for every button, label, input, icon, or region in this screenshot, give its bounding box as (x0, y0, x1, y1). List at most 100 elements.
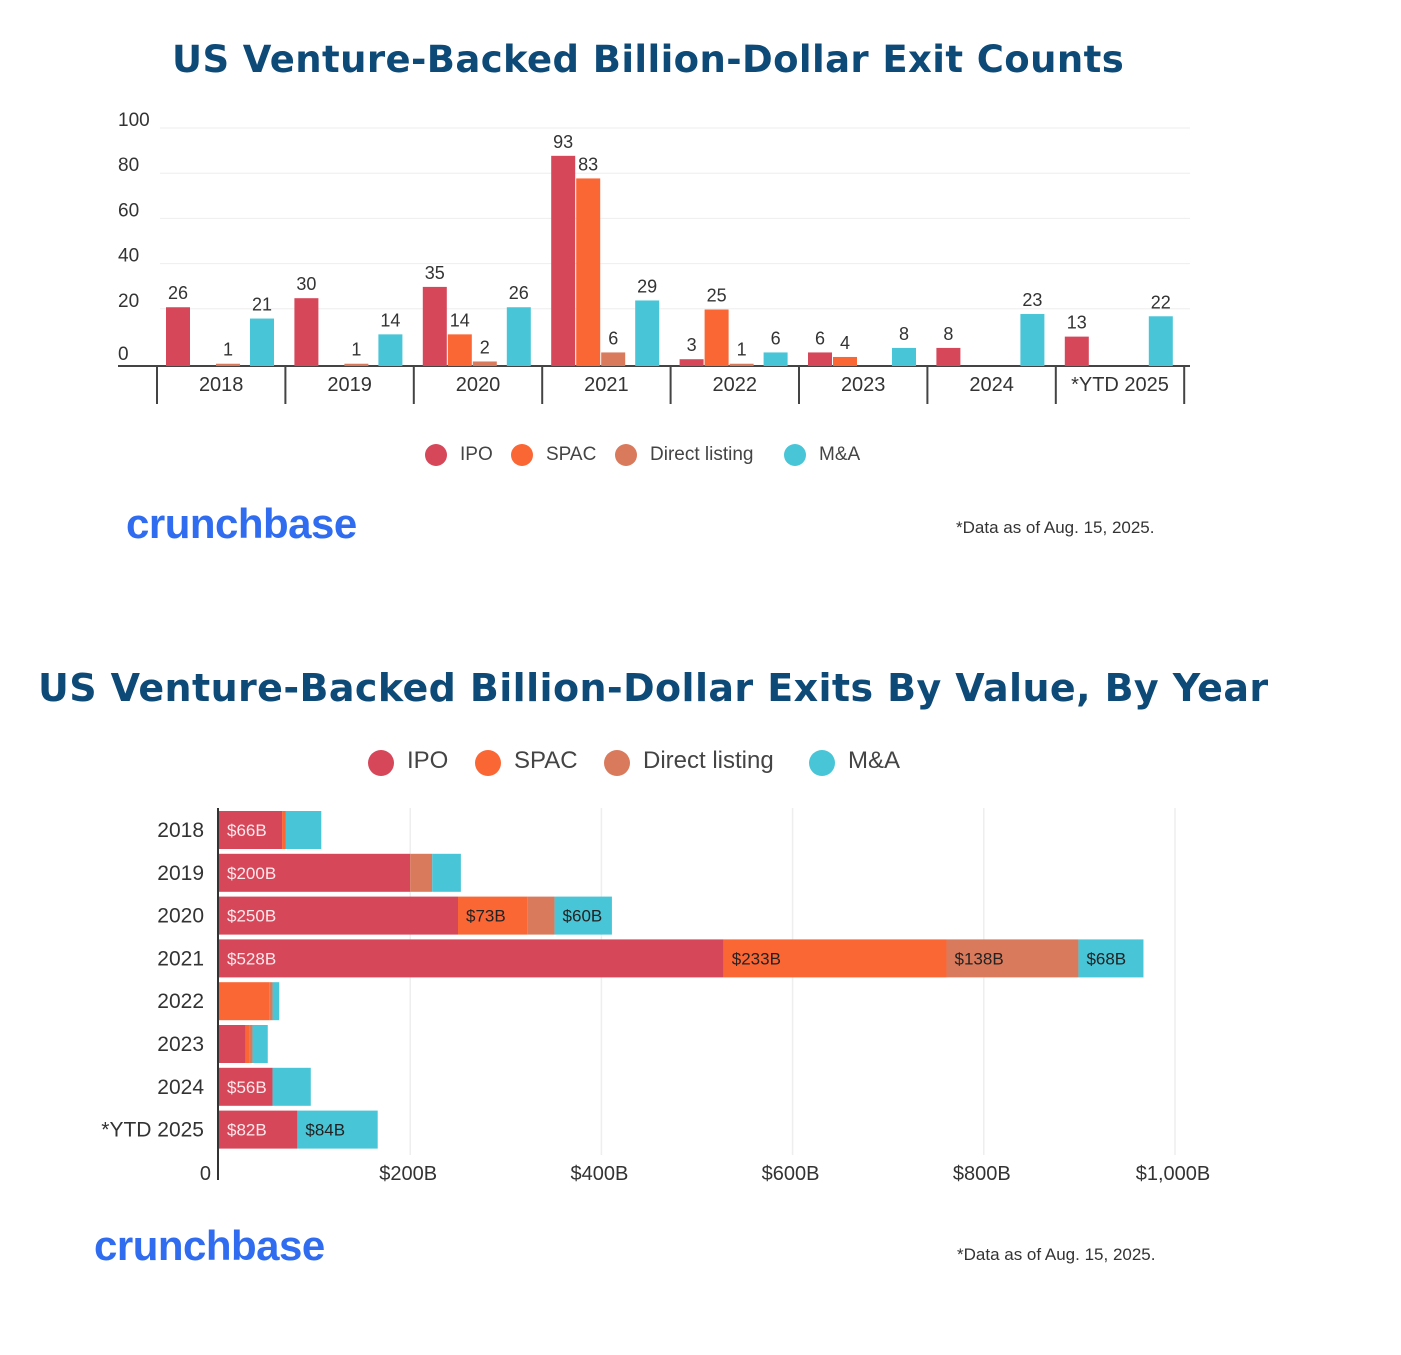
y-tick-label: 0 (118, 344, 129, 365)
crunchbase-logo: crunchbase (94, 1222, 325, 1269)
y-tick-label: 100 (118, 110, 150, 131)
bar-segment-ipo-2024 (219, 1067, 273, 1106)
data-label-spac-2021: 83 (578, 154, 598, 174)
bar-segment-m-a-2024 (272, 1067, 311, 1106)
x-tick-label-2019: 2019 (327, 374, 372, 396)
chart2-footnote: *Data as of Aug. 15, 2025. (957, 1245, 1156, 1264)
data-label-direct-listing-2019: 1 (351, 340, 361, 360)
y-tick-label-2018: 2018 (157, 819, 204, 842)
legend-label-m-a: M&A (819, 444, 861, 465)
y-tick-label: 80 (118, 155, 139, 176)
bar-direct-listing-2018 (216, 363, 240, 366)
bar-segment-ipo-2019 (219, 853, 411, 892)
bar-segment-spac-2021 (723, 939, 947, 978)
data-label-ipo-2019: 30 (296, 274, 316, 294)
bar-segment-ipo-ytd-2025 (219, 1110, 298, 1149)
bar-direct-listing-2021 (601, 352, 626, 366)
bar-m-a-2020 (506, 307, 531, 366)
exit-counts-chart: 1008060402002018261212019301142020351422… (118, 110, 1190, 466)
bar-spac-2022 (704, 309, 729, 366)
bar-segment-direct-listing-2019 (410, 853, 433, 892)
bar-segment-spac-2023 (245, 1025, 250, 1063)
x-tick-label: $200B (379, 1163, 437, 1185)
data-label-ipo-2023: 6 (815, 328, 825, 348)
data-label-ipo-2018: 26 (168, 283, 188, 303)
data-label-m-a-2023: 8 (899, 324, 909, 344)
data-label-m-a-ytd-2025: 22 (1151, 292, 1171, 312)
bar-m-a-2021 (635, 300, 660, 366)
legend-marker-ipo (368, 750, 394, 776)
data-label-m-a-2020: 26 (509, 283, 529, 303)
bar-segment-ipo-2023 (219, 1025, 246, 1063)
data-label-ipo-2022: 3 (687, 335, 697, 355)
bar-spac-2021 (576, 178, 601, 366)
data-label-m-a-2022: 6 (771, 328, 781, 348)
y-tick-label: 20 (118, 291, 139, 312)
data-label-spac-2021: $233B (732, 949, 781, 968)
bar-segment-ipo-2021 (219, 939, 724, 978)
y-tick-label-2020: 2020 (157, 905, 204, 928)
bar-segment-spac-2020 (458, 896, 528, 935)
y-tick-label-2023: 2023 (157, 1033, 204, 1056)
data-label-m-a-ytd-2025: $84B (305, 1121, 345, 1140)
y-tick-label-2024: 2024 (157, 1076, 204, 1099)
data-label-direct-listing-2021: $138B (955, 949, 1004, 968)
bar-segment-ipo-2018 (219, 811, 283, 849)
data-label-ipo-2021: 93 (553, 132, 573, 152)
bar-segment-m-a-2018 (285, 811, 322, 849)
bar-segment-ipo-2020 (219, 896, 458, 935)
chart1-footnote: *Data as of Aug. 15, 2025. (956, 518, 1155, 537)
legend-label-spac: SPAC (546, 444, 596, 465)
data-label-direct-listing-2022: 1 (737, 340, 747, 360)
data-label-m-a-2019: 14 (380, 310, 400, 330)
legend-label-ipo: IPO (460, 444, 493, 465)
data-label-spac-2020: 14 (450, 310, 470, 330)
bar-segment-direct-listing-2023 (249, 1025, 253, 1063)
bar-segment-spac-2018 (282, 811, 286, 849)
data-label-ipo-2024: 8 (943, 324, 953, 344)
legend-label-m-a: M&A (848, 747, 900, 774)
bar-segment-m-a-2022 (272, 982, 280, 1021)
bar-m-a-2023 (892, 347, 916, 366)
data-label-spac-2020: $73B (466, 907, 506, 926)
data-label-m-a-2018: 21 (252, 295, 272, 315)
data-label-ipo-2019: $200B (227, 864, 276, 883)
data-label-spac-2023: 4 (840, 333, 850, 353)
x-tick-label-2018: 2018 (199, 374, 244, 396)
y-tick-label-2022: 2022 (157, 990, 204, 1013)
bar-segment-m-a-2019 (432, 853, 461, 892)
bar-segment-direct-listing-2020 (527, 896, 555, 935)
x-tick-label-2023: 2023 (841, 374, 886, 396)
bar-ipo-2021 (551, 155, 576, 366)
bar-m-a-2019 (378, 334, 403, 366)
y-tick-label-2019: 2019 (157, 862, 204, 885)
data-label-direct-listing-2018: 1 (223, 340, 233, 360)
bar-segment-m-a-ytd-2025 (297, 1110, 378, 1149)
data-label-direct-listing-2021: 6 (608, 328, 618, 348)
bar-m-a-2022 (763, 352, 788, 366)
bar-m-a-2024 (1020, 314, 1045, 366)
legend-label-direct-listing: Direct listing (643, 747, 774, 774)
data-label-ipo-2024: $56B (227, 1078, 267, 1097)
data-label-ipo-2018: $66B (227, 821, 267, 840)
bar-ipo-2020 (422, 286, 447, 366)
legend-marker-direct-listing (604, 750, 630, 776)
bar-spac-2023 (833, 356, 857, 366)
x-tick-label: 0 (200, 1163, 211, 1185)
legend-marker-m-a (784, 444, 806, 466)
chart1-title: US Venture-Backed Billion-Dollar Exit Co… (172, 38, 1125, 81)
y-tick-label-2021: 2021 (157, 947, 204, 970)
bar-ipo-ytd-2025 (1064, 336, 1089, 366)
data-label-ipo-ytd-2025: $82B (227, 1121, 267, 1140)
data-label-ipo-2020: $250B (227, 907, 276, 926)
x-tick-label: $800B (953, 1163, 1011, 1185)
bar-direct-listing-2020 (472, 361, 497, 366)
x-tick-label-2024: 2024 (969, 374, 1014, 396)
x-tick-label: $600B (762, 1163, 820, 1185)
y-tick-label: 40 (118, 246, 139, 267)
bar-segment-m-a-2023 (252, 1025, 268, 1063)
data-label-ipo-2020: 35 (425, 263, 445, 283)
x-tick-label-ytd-2025: *YTD 2025 (1071, 374, 1169, 396)
legend-marker-direct-listing (615, 444, 637, 466)
data-label-m-a-2021: 29 (637, 276, 657, 296)
